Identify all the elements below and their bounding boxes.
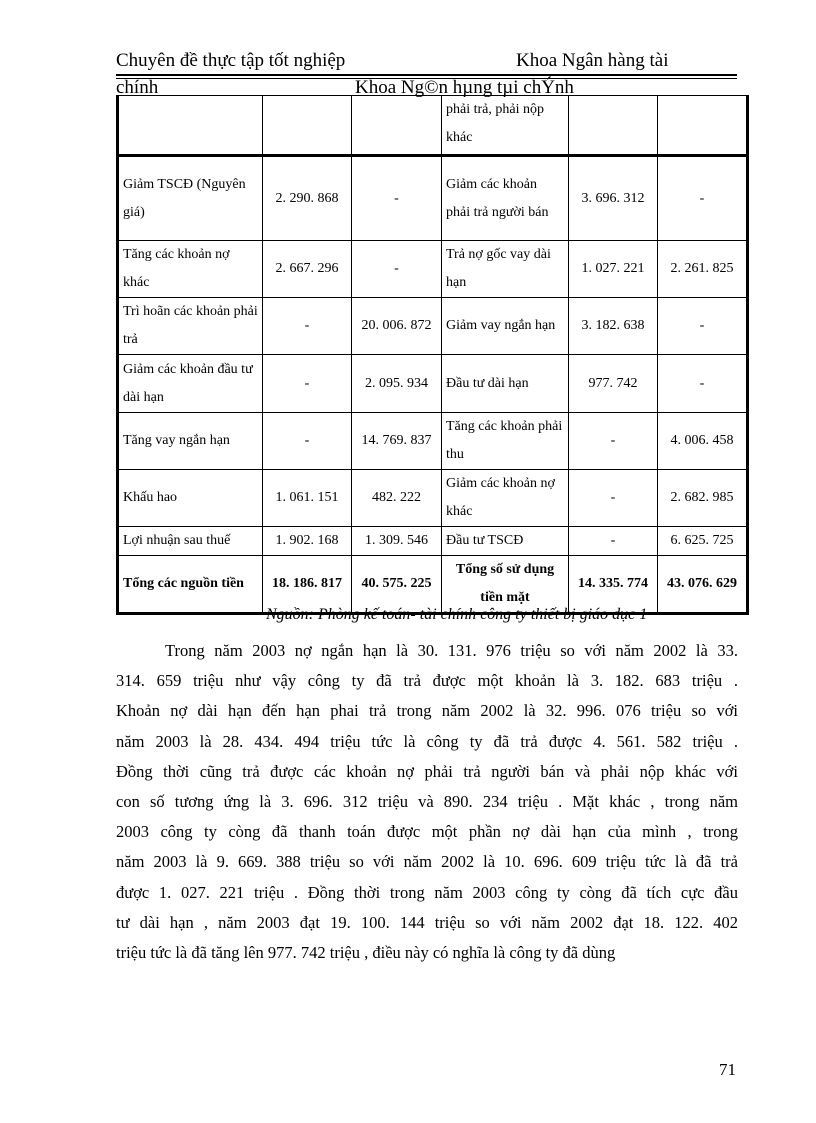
table-row: Trì hoãn các khoản phải trả -20. 006. 872… xyxy=(117,297,748,355)
table-cell: Tăng vay ngắn hạn xyxy=(117,412,263,470)
table-cell: Tổng các nguồn tiền xyxy=(117,555,263,615)
table-cell: 20. 006. 872 xyxy=(351,297,442,355)
table-row: Tăng vay ngắn hạn -14. 769. 837 Tăng các k… xyxy=(117,412,748,470)
table-cell: 18. 186. 817 xyxy=(262,555,352,615)
table-cell: - xyxy=(568,526,658,556)
table-cell: 43. 076. 629 xyxy=(657,555,748,615)
body-line: Khoản nợ dài hạn đến hạn phai trả trong … xyxy=(116,701,738,721)
table-cell xyxy=(262,95,352,156)
table-cell: - xyxy=(262,354,352,413)
table-cell: 2. 290. 868 xyxy=(262,154,352,241)
body-line: năm 2003 là 28. 434. 494 triệu tức là cô… xyxy=(116,731,738,751)
body-line: được 1. 027. 221 triệu . Đồng thời trong… xyxy=(116,882,738,902)
table-cell: Đầu tư TSCĐ xyxy=(441,526,569,556)
table-cell: Giảm các khoản đầu tư dài hạn xyxy=(117,354,263,413)
table-cell: 3. 696. 312 xyxy=(568,154,658,241)
table-cell: - xyxy=(351,154,442,241)
table-cell: 6. 625. 725 xyxy=(657,526,748,556)
table-cell: - xyxy=(657,354,748,413)
header-left: Chuyên đề thực tập tốt nghiệp xyxy=(116,50,346,71)
table-cell: Trả nợ gốc vay dài hạn xyxy=(441,240,569,298)
table-cell: Tổng số sử dụng tiền mặt xyxy=(441,555,569,615)
table-cell: Giảm các khoản nợ khác xyxy=(441,469,569,527)
table-cell: 4. 006. 458 xyxy=(657,412,748,470)
table-cell: - xyxy=(351,240,442,298)
table-cell xyxy=(657,95,748,156)
table-cell: 2. 261. 825 xyxy=(657,240,748,298)
header-rule-2 xyxy=(116,78,737,79)
table-cell: Đầu tư dài hạn xyxy=(441,354,569,413)
table-cell: - xyxy=(657,297,748,355)
table-cell: - xyxy=(568,469,658,527)
body-line: 2003 công ty còng đã thanh toán được một… xyxy=(116,822,738,842)
header-line2-center: Khoa Ng©n hµng tµi chÝnh xyxy=(355,77,574,98)
table-cell: 14. 335. 774 xyxy=(568,555,658,615)
body-line: Trong năm 2003 nợ ngắn hạn là 30. 131. 9… xyxy=(165,641,738,660)
table-cell: Giảm các khoản phải trả người bán xyxy=(441,154,569,241)
table-cell: 977. 742 xyxy=(568,354,658,413)
table-cell: - xyxy=(657,154,748,241)
table-cell: 3. 182. 638 xyxy=(568,297,658,355)
table-cell: 2. 095. 934 xyxy=(351,354,442,413)
header-rule xyxy=(116,74,737,76)
body-line: tư dài hạn , năm 2003 đạt 19. 100. 144 t… xyxy=(116,912,738,932)
table-cell: - xyxy=(568,412,658,470)
table-cell: 2. 667. 296 xyxy=(262,240,352,298)
body-line: năm 2003 là 9. 669. 388 triệu so với năm… xyxy=(116,852,738,872)
table-source: Nguồn: Phòng kế toán- tài chính công ty … xyxy=(266,606,648,623)
table-row: Lợi nhuận sau thuế 1. 902. 168 1. 309. 546… xyxy=(117,526,748,556)
table-cell: 1. 902. 168 xyxy=(262,526,352,556)
table-cell xyxy=(351,95,442,156)
table-row: Giảm các khoản đầu tư dài hạn -2. 095. 93… xyxy=(117,354,748,413)
page-number: 71 xyxy=(719,1060,736,1079)
table-cell: 482. 222 xyxy=(351,469,442,527)
table-cell: - xyxy=(262,412,352,470)
cash-flow-table: phải trả, phải nộp khác Giảm TSCĐ (Nguyên… xyxy=(116,95,749,615)
table-cell xyxy=(117,95,263,156)
table-cell xyxy=(568,95,658,156)
table-row: phải trả, phải nộp khác xyxy=(117,95,748,156)
body-line: con số tương ứng là 3. 696. 312 triệu và… xyxy=(116,792,738,811)
table-cell: 2. 682. 985 xyxy=(657,469,748,527)
header-right: Khoa Ngân hàng tài xyxy=(516,50,669,71)
table-cell: - xyxy=(262,297,352,355)
table-cell: Khấu hao xyxy=(117,469,263,527)
body-line: Đồng thời cũng trả được các khoản nợ phả… xyxy=(116,761,738,781)
header-line2-left: chính xyxy=(116,77,159,98)
table-cell: Tăng các khoản phải thu xyxy=(441,412,569,470)
body-line: 314. 659 triệu như vậy công ty đã trả đư… xyxy=(116,671,738,691)
table-row: Khấu hao 1. 061. 151 482. 222 Giảm các khoả… xyxy=(117,469,748,527)
table-cell: 14. 769. 837 xyxy=(351,412,442,470)
table-cell: Trì hoãn các khoản phải trả xyxy=(117,297,263,355)
table-row: Tổng các nguồn tiền 18. 186. 817 40. 575. … xyxy=(117,555,748,615)
table-row: Giảm TSCĐ (Nguyên giá) 2. 290. 868- Giảm c… xyxy=(117,154,748,241)
table-cell: Giảm TSCĐ (Nguyên giá) xyxy=(117,154,263,241)
table-cell: 1. 027. 221 xyxy=(568,240,658,298)
table-cell: 1. 061. 151 xyxy=(262,469,352,527)
table-cell: Tăng các khoản nợ khác xyxy=(117,240,263,298)
body-line: triệu tức là đã tăng lên 977. 742 triệu … xyxy=(116,943,616,962)
table-cell: Lợi nhuận sau thuế xyxy=(117,526,263,556)
table-cell: phải trả, phải nộp khác xyxy=(441,95,569,156)
table-row: Tăng các khoản nợ khác 2. 667. 296- Trả nợ… xyxy=(117,240,748,298)
table-cell: 40. 575. 225 xyxy=(351,555,442,615)
table-cell: Giảm vay ngắn hạn xyxy=(441,297,569,355)
table-cell: 1. 309. 546 xyxy=(351,526,442,556)
